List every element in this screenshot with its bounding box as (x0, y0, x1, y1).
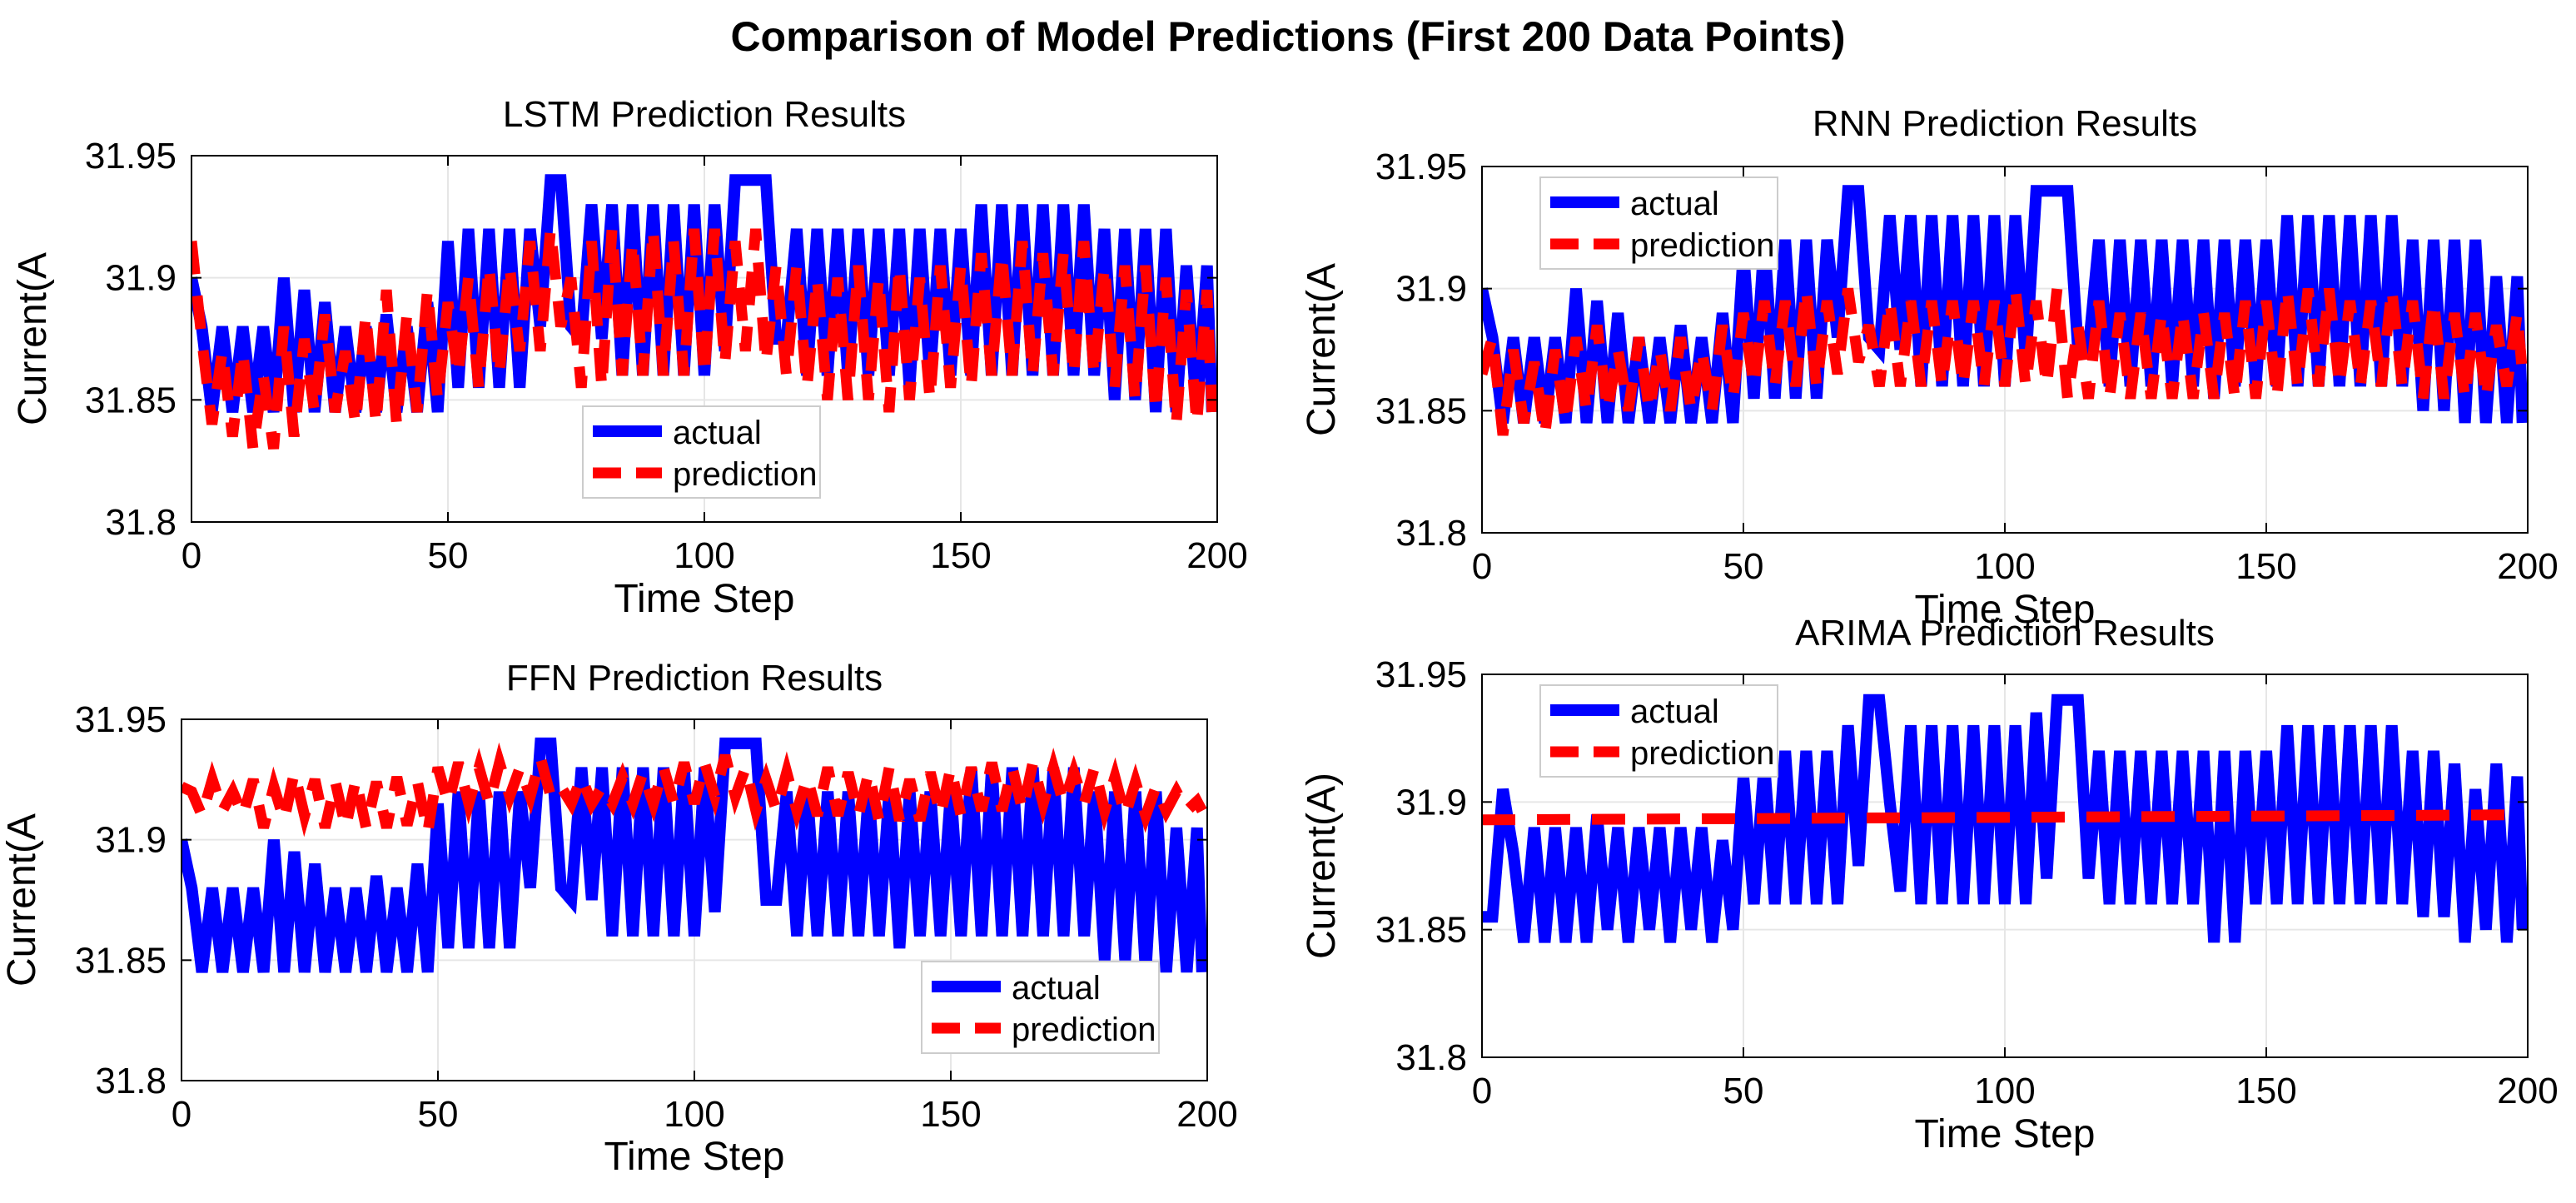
y-tick-label: 31.95 (75, 699, 167, 740)
y-tick-label: 31.95 (1375, 147, 1467, 187)
legend-label-actual: actual (1630, 186, 1719, 222)
legend: actual prediction (582, 405, 821, 499)
x-axis-label: Time Step (614, 577, 795, 621)
y-tick-label: 31.9 (1395, 782, 1467, 823)
legend: actual prediction (1539, 684, 1778, 778)
x-tick-label: 50 (1723, 546, 1764, 587)
y-tick-label: 31.9 (105, 258, 177, 299)
y-tick-label: 31.85 (1375, 390, 1467, 431)
series-actual-line (182, 737, 1207, 973)
x-tick-label: 100 (1974, 1071, 2035, 1111)
x-tick-label: 0 (182, 535, 201, 576)
chart-panel-0: 0 50 100 150 200 31.8 31.85 31.9 31.95 LSTM Predi… (11, 94, 1248, 621)
x-tick-label: 100 (674, 535, 734, 576)
y-tick-label: 31.8 (1395, 1037, 1467, 1078)
y-tick-label: 31.85 (85, 380, 177, 420)
chart-title: LSTM Prediction Results (503, 94, 906, 135)
legend-label-prediction: prediction (1012, 1012, 1156, 1048)
x-tick-label: 200 (1176, 1094, 1237, 1135)
y-tick-label: 31.85 (75, 940, 167, 981)
y-axis-label: Current(A (1300, 263, 1344, 436)
y-tick-label: 31.8 (95, 1061, 167, 1101)
y-tick-label: 31.9 (95, 820, 167, 861)
legend-label-prediction: prediction (673, 456, 817, 493)
x-tick-label: 200 (2497, 546, 2558, 587)
x-tick-label: 50 (428, 535, 469, 576)
series-prediction-line (191, 228, 1217, 450)
legend-box (582, 405, 821, 499)
y-tick-label: 31.8 (1395, 513, 1467, 554)
legend-box (1539, 684, 1778, 778)
series-prediction-line (1482, 287, 2528, 436)
legend-label-actual: actual (1012, 970, 1101, 1007)
chart-title: RNN Prediction Results (1813, 103, 2197, 144)
y-tick-label: 31.95 (85, 136, 177, 176)
y-tick-label: 31.9 (1395, 269, 1467, 310)
x-tick-label: 150 (930, 535, 991, 576)
x-tick-label: 0 (1472, 546, 1492, 587)
x-tick-label: 200 (2497, 1071, 2558, 1111)
legend: actual prediction (1539, 176, 1778, 270)
chart-panel-2: 0 50 100 150 200 31.8 31.85 31.9 31.95 FFN Predic… (0, 658, 1238, 1179)
series-prediction-line (182, 736, 1207, 838)
legend-label-actual: actual (673, 415, 762, 451)
y-tick-label: 31.95 (1375, 654, 1467, 695)
y-axis-label: Current(A (0, 813, 44, 987)
series-prediction-line (1482, 809, 2523, 826)
x-axis-label: Time Step (1915, 1112, 2096, 1156)
y-axis-label: Current(A) (1300, 773, 1344, 959)
chart-panel-3: 0 50 100 150 200 31.8 31.85 31.9 31.95 ARIMA Pred… (1300, 613, 2559, 1156)
x-tick-label: 0 (172, 1094, 191, 1135)
x-tick-label: 200 (1186, 535, 1247, 576)
figure-title: Comparison of Model Predictions (First 2… (730, 13, 1846, 60)
y-tick-label: 31.8 (105, 502, 177, 543)
series-actual-line (1482, 693, 2528, 943)
x-tick-label: 100 (1974, 546, 2035, 587)
y-axis-label: Current(A (11, 252, 55, 425)
x-tick-label: 150 (2235, 546, 2296, 587)
x-tick-label: 50 (418, 1094, 459, 1135)
chart-title: ARIMA Prediction Results (1795, 613, 2215, 654)
x-axis-label: Time Step (604, 1135, 785, 1179)
legend: actual prediction (921, 961, 1160, 1054)
chart-panel-1: 0 50 100 150 200 31.8 31.85 31.9 31.95 RNN Predic… (1300, 103, 2559, 632)
x-tick-label: 100 (664, 1094, 724, 1135)
x-tick-label: 150 (2235, 1071, 2296, 1111)
x-tick-label: 150 (920, 1094, 981, 1135)
x-tick-label: 0 (1472, 1071, 1492, 1111)
legend-label-prediction: prediction (1630, 735, 1774, 772)
legend-label-actual: actual (1630, 693, 1719, 730)
x-axis-label: Time Step (1915, 588, 2096, 632)
legend-box (1539, 176, 1778, 270)
x-tick-label: 50 (1723, 1071, 1764, 1111)
y-tick-label: 31.85 (1375, 910, 1467, 951)
legend-box (921, 961, 1160, 1054)
legend-label-prediction: prediction (1630, 227, 1774, 264)
chart-title: FFN Prediction Results (506, 658, 883, 698)
